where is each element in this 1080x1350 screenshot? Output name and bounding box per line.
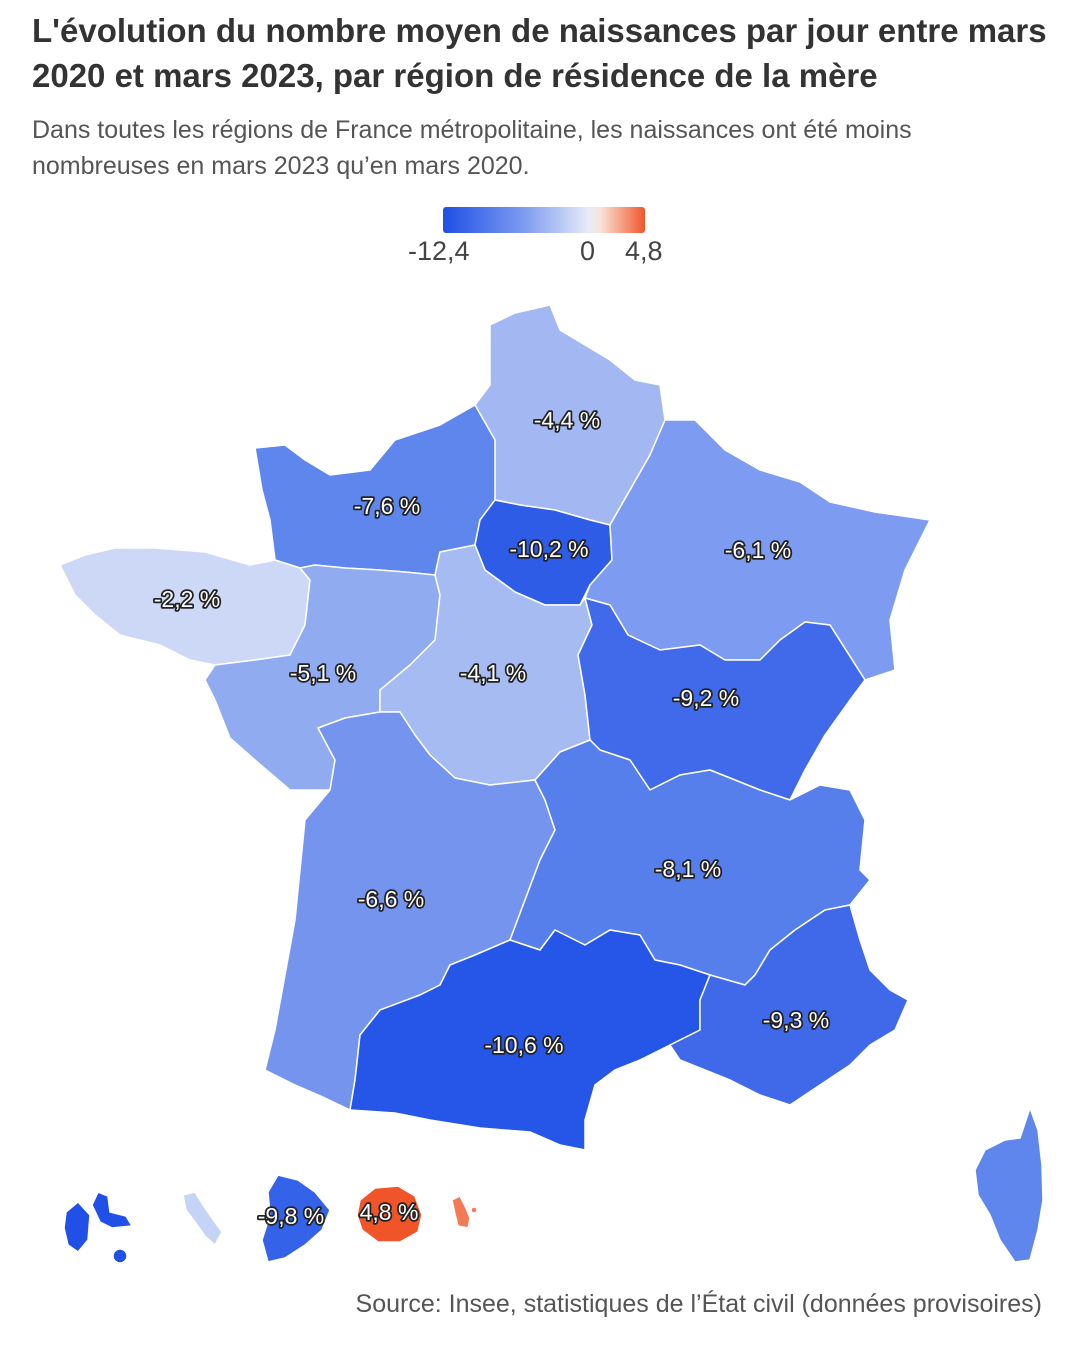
map-title: L'évolution du nombre moyen de naissance… (32, 12, 1047, 94)
region-martinique[interactable] (182, 1191, 223, 1246)
region-provence-alpes-cote-d-azur[interactable] (669, 904, 909, 1106)
region-corse[interactable] (974, 1107, 1044, 1263)
region-guyane[interactable] (261, 1174, 331, 1263)
label-la-reunion: 4,8 % (360, 1199, 419, 1225)
label-guyane: -9,8 % (258, 1203, 324, 1229)
label-pays-de-la-loire: -5,1 % (290, 660, 356, 686)
source-note: Source: Insee, statistiques de l’État ci… (355, 1290, 1042, 1318)
legend-zero-label: 0 (580, 236, 596, 266)
label-grand-est: -6,1 % (725, 537, 791, 563)
label-occitanie: -10,6 % (484, 1032, 563, 1058)
region-guadeloupe[interactable] (63, 1201, 91, 1253)
label-auvergne-rhone-alpes: -8,1 % (655, 856, 721, 882)
region-mayotte-islet[interactable] (470, 1206, 478, 1214)
region-mayotte[interactable] (451, 1195, 471, 1229)
label-normandie: -7,6 % (354, 493, 420, 519)
map-subtitle: Dans toutes les régions de France métrop… (32, 116, 912, 180)
legend-min-label: -12,4 (408, 236, 470, 266)
label-bretagne: -2,2 % (154, 586, 220, 612)
label-nouvelle-aquitaine: -6,6 % (358, 886, 424, 912)
label-hauts-de-france: -4,4 % (534, 407, 600, 433)
color-scale-legend (443, 207, 645, 233)
legend-max-label: 4,8 (625, 236, 663, 266)
label-bourgogne-franche-comte: -9,2 % (673, 685, 739, 711)
label-provence-alpes-cote-d-azur: -9,3 % (763, 1007, 829, 1033)
region-la-reunion[interactable] (356, 1185, 423, 1243)
label-centre-val-de-loire: -4,1 % (460, 660, 526, 686)
label-ile-de-france: -10,2 % (509, 536, 588, 562)
region-guadeloupe-island[interactable] (112, 1248, 128, 1264)
region-guadeloupe-east[interactable] (91, 1191, 133, 1229)
